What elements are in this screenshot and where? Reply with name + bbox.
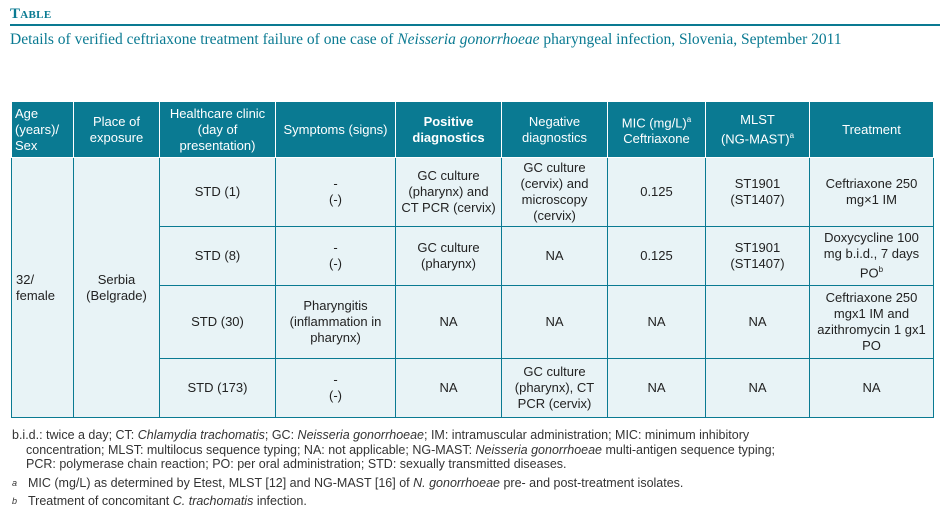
header-place: Place of exposure [73,101,160,158]
cell-place: Serbia (Belgrade) [73,157,160,418]
cell-positive: GC culture (pharynx) and CT PCR (cervix) [395,157,502,227]
cell-clinic: STD (173) [159,358,276,418]
cell-symptoms: - (-) [275,358,396,418]
cell-mlst: NA [705,358,810,418]
header-treatment: Treatment [809,101,934,158]
cell-symptoms: - (-) [275,157,396,227]
header-symptoms: Symptoms (signs) [275,101,396,158]
cell-negative: NA [501,285,608,359]
header-mic: MIC (mg/L)a Ceftriaxone [607,101,706,158]
cell-positive: GC culture (pharynx) [395,226,502,286]
cell-mic: NA [607,358,706,418]
cell-negative: GC culture (cervix) and microscopy (cerv… [501,157,608,227]
cell-mic: 0.125 [607,157,706,227]
abbreviations-note: b.i.d.: twice a day; CT: Chlamydia trach… [12,428,932,472]
cell-mlst: ST1901 (ST1407) [705,226,810,286]
cell-clinic: STD (8) [159,226,276,286]
table-title: Details of verified ceftriaxone treatmen… [10,31,930,48]
cell-positive: NA [395,285,502,359]
cell-negative: NA [501,226,608,286]
table-label: Table [10,6,52,22]
footnote-b: b Treatment of concomitant C. trachomatis… [12,494,307,508]
cell-negative: GC culture (pharynx), CT PCR (cervix) [501,358,608,418]
cell-treatment: Ceftriaxone 250 mgx1 IM and azithromycin… [809,285,934,359]
title-text-end: pharyngeal infection, Slovenia, Septembe… [539,31,842,48]
header-positive: Positive diagnostics [395,101,502,158]
table-row: STD (173) - (-) NA GC culture (pharynx), … [12,358,934,418]
cell-age-sex: 32/ female [11,157,74,418]
table-row: 32/ female Serbia (Belgrade) STD (1) - (-… [11,157,934,418]
abbrev-line-3: PCR: polymerase chain reaction; PO: per … [26,457,567,471]
cell-symptoms: Pharyngitis (inflammation in pharynx) [275,285,396,359]
title-species: Neisseria gonorrhoeae [397,31,540,48]
header-mlst: MLST (NG-MAST)a [705,101,810,158]
table-row: STD (8) - (-) GC culture (pharynx) NA 0.1… [12,226,934,286]
title-text: Details of verified ceftriaxone treatmen… [10,31,398,48]
abbrev-line-2: concentration; MLST: multilocus sequence… [26,442,776,457]
header-row: Age (years)/ Sex Place of exposure Healt… [11,101,934,158]
abbrev-line-1: b.i.d.: twice a day; CT: Chlamydia trach… [12,428,750,442]
cell-treatment: Ceftriaxone 250 mg×1 IM [809,157,934,227]
cell-mlst: ST1901 (ST1407) [705,157,810,227]
header-clinic: Healthcare clinic (day of presentation) [159,101,276,158]
table-row: STD (30) Pharyngitis (inflammation in pha… [12,285,934,359]
label-rule [10,24,940,26]
cell-symptoms: - (-) [275,226,396,286]
header-age: Age (years)/ Sex [11,101,74,158]
cell-mic: NA [607,285,706,359]
data-table: Age (years)/ Sex Place of exposure Healt… [11,101,934,418]
cell-treatment: NA [809,358,934,418]
cell-treatment: Doxycycline 100 mg b.i.d., 7 days POb [809,226,934,286]
cell-clinic: STD (1) [159,157,276,227]
footnote-a: a MIC (mg/L) as determined by Etest, MLST… [12,476,684,490]
cell-positive: NA [395,358,502,418]
cell-mlst: NA [705,285,810,359]
header-negative: Negative diagnostics [501,101,608,158]
cell-clinic: STD (30) [159,285,276,359]
cell-mic: 0.125 [607,226,706,286]
